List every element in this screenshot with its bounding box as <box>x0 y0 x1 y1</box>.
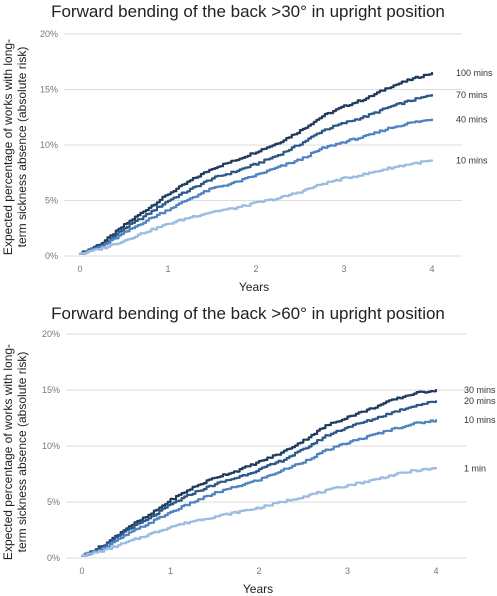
y-tick-label: 0% <box>47 553 60 563</box>
series-layer <box>80 388 438 557</box>
series-line <box>78 159 434 255</box>
x-axis-label: Years <box>239 280 269 294</box>
tick-layer: 0% 5% 10% 15% 20% 0 1 2 3 4 <box>40 29 435 274</box>
series-end-label: 100 mins <box>456 68 493 78</box>
chart-svg-back-30: Forward bending of the back >30° in upri… <box>1 2 493 294</box>
series-line <box>78 71 434 255</box>
y-tick-label: 5% <box>45 196 58 206</box>
y-tick-label: 10% <box>40 140 58 150</box>
series-end-label: 70 mins <box>456 90 488 100</box>
x-axis-label: Years <box>243 582 273 596</box>
series-end-label: 40 mins <box>456 114 488 124</box>
x-tick-label: 1 <box>165 264 170 274</box>
series-end-label: 1 min <box>464 463 486 473</box>
x-tick-label: 0 <box>77 264 82 274</box>
series-label-layer: 100 mins 70 mins 40 mins 10 mins <box>456 68 493 166</box>
tick-layer: 0% 5% 10% 15% 20% 0 1 2 3 4 <box>42 329 439 576</box>
grid-layer <box>64 33 462 257</box>
chart-svg-back-60: Forward bending of the back >60° in upri… <box>1 304 496 596</box>
y-tick-label: 15% <box>42 385 60 395</box>
series-line <box>80 419 438 557</box>
series-end-label: 20 mins <box>464 396 496 406</box>
y-tick-label: 20% <box>40 29 58 39</box>
y-tick-label: 15% <box>40 85 58 95</box>
y-tick-label: 5% <box>47 497 60 507</box>
x-tick-label: 4 <box>429 264 434 274</box>
x-tick-label: 4 <box>433 566 438 576</box>
chart-panel-bottom: Forward bending of the back >60° in upri… <box>0 298 497 596</box>
series-line <box>80 467 438 557</box>
series-line <box>78 118 434 255</box>
series-line <box>80 388 438 557</box>
x-tick-label: 2 <box>256 566 261 576</box>
series-layer <box>78 71 434 255</box>
series-end-label: 10 mins <box>456 156 488 166</box>
grid-layer <box>66 333 466 559</box>
chart-title: Forward bending of the back >60° in upri… <box>51 304 445 323</box>
x-tick-label: 3 <box>341 264 346 274</box>
y-axis-label-line-1: Expected percentage of works with long- <box>1 39 15 255</box>
x-tick-label: 0 <box>79 566 84 576</box>
y-axis-label-line-2: term sickness absence (absolute risk) <box>15 47 29 248</box>
y-tick-label: 20% <box>42 329 60 339</box>
chart-panel-top: Forward bending of the back >30° in upri… <box>1 2 493 294</box>
x-tick-label: 2 <box>253 264 258 274</box>
x-tick-label: 3 <box>345 566 350 576</box>
y-tick-label: 0% <box>45 251 58 261</box>
y-axis-label-line-1: Expected percentage of works with long- <box>1 344 15 560</box>
chart-title: Forward bending of the back >30° in upri… <box>51 2 445 21</box>
series-line <box>78 94 434 255</box>
y-axis-label-line-2: term sickness absence (absolute risk) <box>15 352 29 553</box>
series-end-label: 10 mins <box>464 415 496 425</box>
y-tick-label: 10% <box>42 441 60 451</box>
series-line <box>80 400 438 557</box>
series-end-label: 30 mins <box>464 385 496 395</box>
x-tick-label: 1 <box>168 566 173 576</box>
